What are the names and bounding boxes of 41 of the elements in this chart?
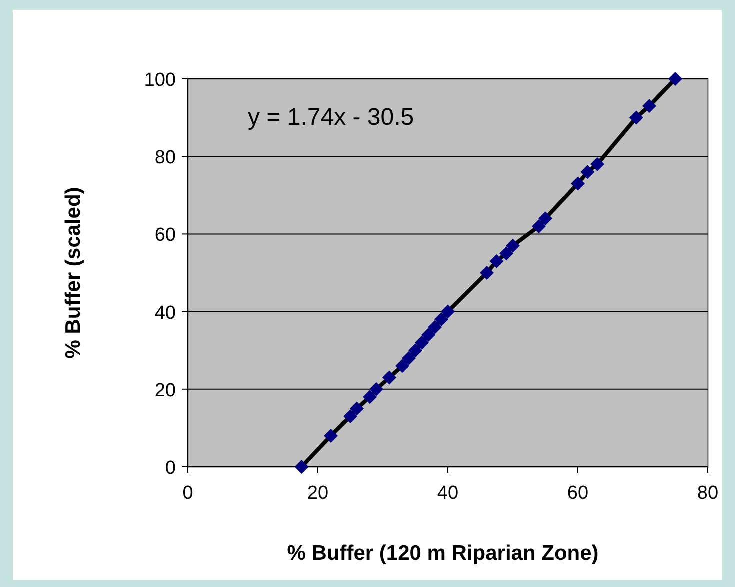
y-tick-label: 0 <box>165 458 176 479</box>
point <box>480 266 494 280</box>
x-tick-label: 60 <box>567 483 589 504</box>
point <box>441 304 455 319</box>
point <box>402 351 416 366</box>
point <box>415 336 429 350</box>
point <box>668 72 682 86</box>
y-tick-label: 20 <box>154 380 176 402</box>
point <box>422 328 436 342</box>
point <box>363 390 377 404</box>
point <box>642 99 656 114</box>
point <box>408 344 422 358</box>
x-tick-label: 0 <box>182 483 194 504</box>
point <box>434 312 448 327</box>
y-tick-label: 80 <box>154 148 176 169</box>
point <box>294 460 309 474</box>
annotation: y = 1.74x - 30.5 <box>248 104 414 131</box>
y-tick-label: 60 <box>154 225 176 246</box>
point <box>350 402 364 416</box>
point <box>370 382 384 396</box>
point <box>506 238 520 253</box>
point <box>396 359 410 374</box>
point <box>428 320 442 334</box>
x-tick-label: 80 <box>697 483 719 504</box>
point <box>571 176 585 191</box>
y-axis-title: % Buffer (scaled) <box>62 187 85 359</box>
point <box>630 110 644 125</box>
point <box>382 370 396 385</box>
x-tick-label: 40 <box>437 483 459 504</box>
point <box>532 219 546 234</box>
point <box>324 428 338 443</box>
y-tick-label: 40 <box>154 302 176 324</box>
x-axis-title: % Buffer (120 m Riparian Zone) <box>287 542 599 565</box>
point <box>580 165 595 180</box>
point <box>500 246 514 261</box>
y-tick-label: 100 <box>144 70 176 91</box>
point <box>490 254 504 268</box>
point <box>538 212 552 226</box>
x-tick-label: 20 <box>307 483 329 504</box>
point <box>344 410 358 424</box>
point <box>590 157 604 172</box>
